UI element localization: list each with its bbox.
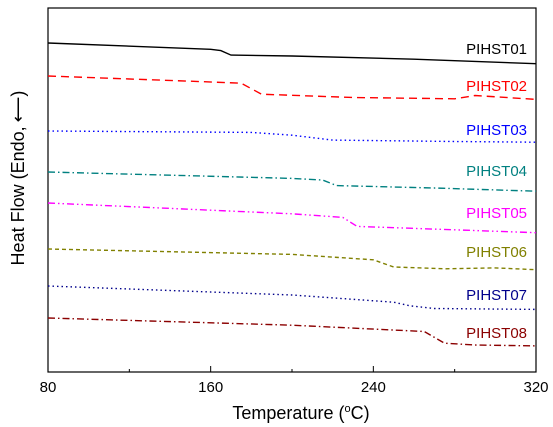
series-label-pihst01: PIHST01	[466, 41, 527, 58]
x-tick-label: 240	[361, 379, 386, 396]
series-layer	[47, 42, 537, 347]
series-line-pihst03	[47, 130, 537, 143]
x-tick-label: 80	[40, 379, 57, 396]
series-label-pihst03: PIHST03	[466, 122, 527, 139]
series-label-pihst07: PIHST07	[466, 287, 527, 304]
series-line-pihst04	[47, 171, 537, 192]
series-label-pihst05: PIHST05	[466, 205, 527, 222]
series-label-pihst02: PIHST02	[466, 78, 527, 95]
series-line-pihst07	[47, 285, 537, 311]
plot-area-border	[47, 7, 537, 373]
y-axis-label: Heat Flow (Endo,⟵)	[8, 91, 28, 266]
series-line-pihst02	[47, 75, 537, 101]
series-line-pihst08	[47, 317, 537, 347]
x-tick-label: 320	[523, 379, 548, 396]
x-axis-label: Temperature (oC)	[232, 403, 369, 423]
series-line-pihst06	[47, 248, 537, 271]
plot-frame	[47, 7, 537, 373]
series-line-pihst01	[47, 42, 537, 65]
series-label-pihst06: PIHST06	[466, 244, 527, 261]
x-axis-ticks: 80 160 240 320	[40, 366, 549, 396]
series-labels: PIHST01 PIHST02 PIHST03 PIHST04 PIHST05 PIHST…	[466, 41, 527, 342]
series-label-pihst08: PIHST08	[466, 325, 527, 342]
series-label-pihst04: PIHST04	[466, 163, 527, 180]
series-line-pihst05	[47, 202, 537, 234]
x-tick-label: 160	[198, 379, 223, 396]
